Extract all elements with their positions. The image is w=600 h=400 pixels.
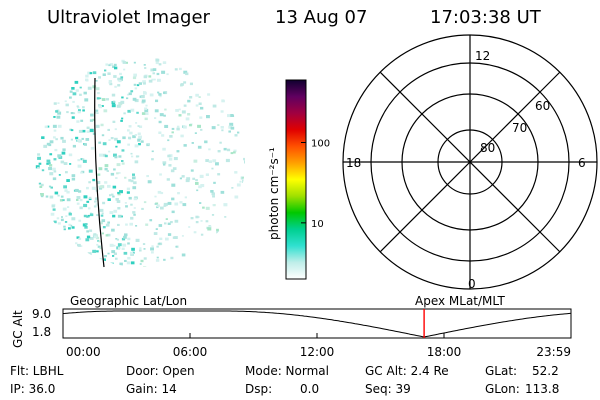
timeline-y-tick-max: 9.0 xyxy=(32,307,51,321)
color-scale: 10 100 photon cm⁻²s⁻¹ xyxy=(267,79,330,280)
sequence-number: Seq: 39 xyxy=(365,382,411,396)
observation-time: 17:03:38 UT xyxy=(430,7,541,28)
altitude-curve xyxy=(62,310,572,338)
timeline-y-axis-label: GC Alt xyxy=(11,310,25,348)
header-bar: Ultraviolet Imager 13 Aug 07 17:03:38 UT xyxy=(0,0,600,36)
polar-plot xyxy=(342,34,598,290)
timeline-x-ticks: 00:00 06:00 12:00 18:00 23:59 xyxy=(62,333,572,359)
gc-altitude: GC Alt: 2.4 Re xyxy=(365,364,449,378)
auroral-emission-map xyxy=(35,58,245,267)
glon-value: 113.8 xyxy=(525,382,560,396)
dsp-value: 0.0 xyxy=(300,382,320,396)
terminator-line xyxy=(94,77,105,268)
mlat-label-70: 70 xyxy=(512,121,527,135)
color-scale-ticks: 10 100 xyxy=(301,139,330,230)
glat-value: 52.2 xyxy=(532,364,559,378)
uv-image-disk xyxy=(35,58,245,268)
timeline-x-tick-label: 23:59 xyxy=(536,345,571,359)
color-scale-bar xyxy=(285,79,307,280)
glon-label: GLon: xyxy=(485,382,520,396)
mlt-label-18: 18 xyxy=(346,156,361,170)
glat-label: GLat: xyxy=(485,364,518,378)
timeline-right-title: Apex MLat/MLT xyxy=(415,294,505,308)
gain-value: Gain: 14 xyxy=(126,382,177,396)
polar-diagonal-b xyxy=(379,71,561,253)
timeline-x-tick-label: 18:00 xyxy=(427,345,462,359)
mlat-label-80: 80 xyxy=(480,141,495,155)
color-scale-tick-label: 10 xyxy=(311,219,324,230)
dsp-label: Dsp: xyxy=(245,382,273,396)
mlt-label-0: 0 xyxy=(468,277,476,291)
color-scale-unit: photon cm⁻²s⁻¹ xyxy=(267,147,281,240)
mode-value: Mode: Normal xyxy=(245,364,329,378)
timeline-left-title: Geographic Lat/Lon xyxy=(70,294,187,308)
mlt-label-12: 12 xyxy=(475,49,490,63)
color-scale-tick-label: 100 xyxy=(311,139,330,150)
observation-date: 13 Aug 07 xyxy=(275,7,368,28)
timeline-y-tick-min: 1.8 xyxy=(32,325,51,339)
ip-value: IP: 36.0 xyxy=(10,382,56,396)
instrument-title: Ultraviolet Imager xyxy=(47,7,210,28)
mlat-label-60: 60 xyxy=(535,99,550,113)
orbit-timeline: Geographic Lat/Lon Apex MLat/MLT GC Alt … xyxy=(11,294,572,359)
timeline-x-tick-label: 12:00 xyxy=(300,345,335,359)
mlt-label-6: 6 xyxy=(578,156,586,170)
timeline-x-tick-label: 06:00 xyxy=(173,345,208,359)
door-status: Door: Open xyxy=(126,364,195,378)
timeline-x-tick-label: 00:00 xyxy=(66,345,101,359)
status-footer: Flt: LBHL IP: 36.0 Door: Open Gain: 14 M… xyxy=(0,364,600,400)
filter-value: Flt: LBHL xyxy=(10,364,64,378)
